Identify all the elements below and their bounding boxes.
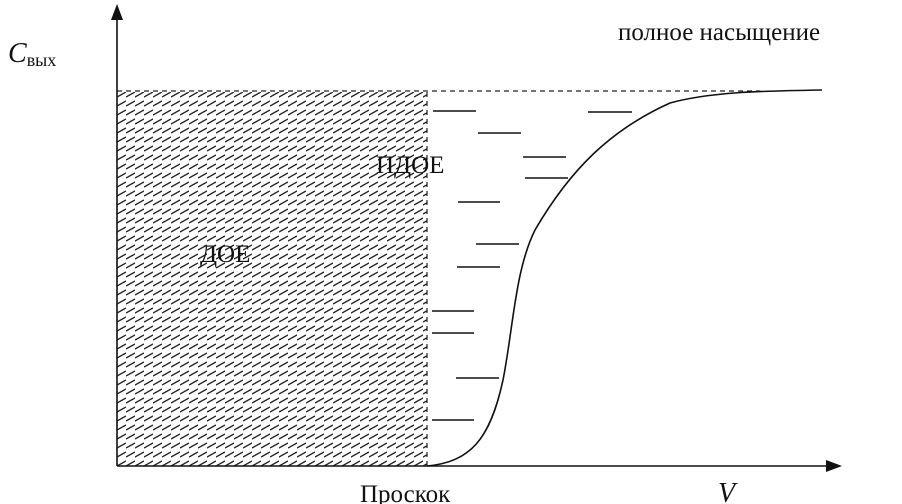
breakthrough-curve: [426, 89, 823, 467]
pdoe-dash-marks: [432, 110, 632, 421]
y-axis-label-main: C: [8, 38, 27, 69]
y-axis-label: Cвых: [8, 38, 56, 70]
breakthrough-label: Проскок: [360, 481, 451, 504]
full-saturation-label: полное насыщение: [618, 19, 820, 46]
pdoe-label: ПДОЕ: [376, 152, 444, 179]
doe-label: ДОЕ: [200, 241, 250, 268]
doe-hatched-region: [117, 92, 427, 466]
x-axis-arrow: [826, 460, 842, 472]
y-axis-arrow: [111, 4, 123, 20]
x-axis-label: V: [718, 478, 738, 504]
y-axis-label-sub: вых: [27, 50, 57, 70]
